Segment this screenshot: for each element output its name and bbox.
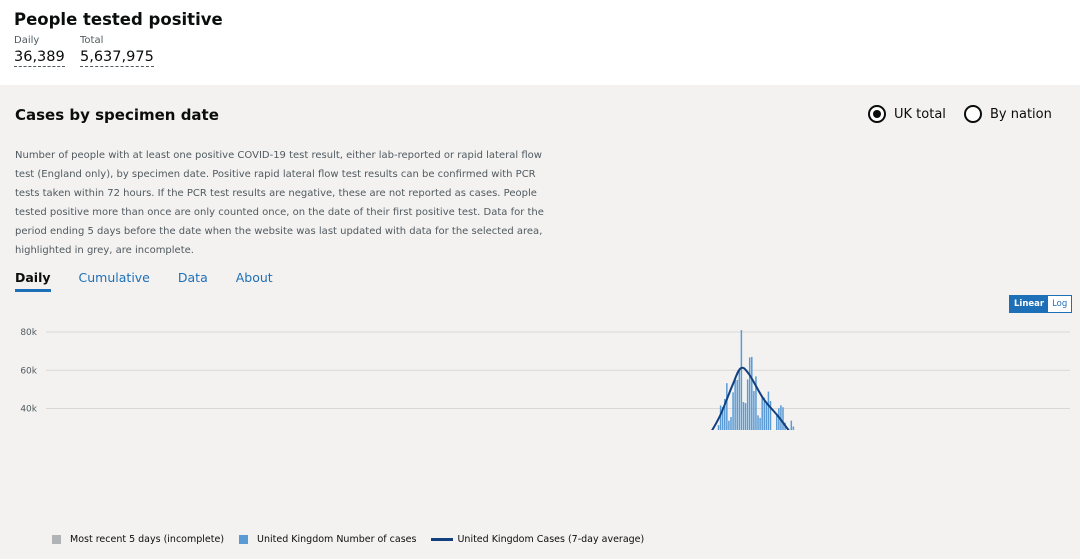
tab-data[interactable]: Data bbox=[177, 270, 208, 285]
tab-about[interactable]: About bbox=[235, 270, 273, 285]
legend-cases-label: United Kingdom Number of cases bbox=[257, 534, 417, 545]
daily-case-bar bbox=[728, 420, 730, 430]
daily-case-bar bbox=[732, 392, 734, 430]
scale-toggle: Linear Log bbox=[1009, 295, 1073, 313]
radio-uk-label: UK total bbox=[894, 106, 946, 122]
daily-case-bar bbox=[734, 377, 736, 430]
card-description: Number of people with at least one posit… bbox=[15, 150, 544, 256]
radio-selected-icon[interactable] bbox=[868, 105, 886, 123]
radio-uk-total[interactable]: UK total bbox=[868, 105, 946, 123]
daily-case-bar bbox=[746, 379, 749, 430]
daily-value[interactable]: 36,389 bbox=[14, 49, 65, 67]
daily-case-bar bbox=[776, 415, 778, 430]
daily-case-bar bbox=[736, 379, 738, 430]
daily-case-bar bbox=[761, 396, 763, 430]
cases-chart[interactable]: 020k40k60k80k1 Mar1 May1 Jul1 Sep1 Nov1 … bbox=[0, 235, 1080, 430]
daily-case-bar bbox=[751, 356, 753, 430]
legend-blue-swatch bbox=[239, 535, 249, 544]
daily-case-bar bbox=[742, 402, 745, 430]
daily-case-bar bbox=[753, 391, 755, 430]
daily-case-bar bbox=[765, 403, 768, 430]
daily-case-bar bbox=[778, 408, 780, 430]
daily-case-bar bbox=[780, 405, 782, 430]
y-tick-label: 40k bbox=[20, 405, 37, 415]
daily-case-bar bbox=[782, 407, 784, 430]
daily-case-bar bbox=[769, 401, 772, 430]
daily-case-bar bbox=[744, 403, 747, 430]
headline-panel: People tested positive Daily 36,389 Tota… bbox=[0, 0, 1080, 85]
chart-legend: Most recent 5 days (incomplete) United K… bbox=[52, 534, 659, 545]
total-label: Total bbox=[80, 35, 104, 46]
seven-day-average-line bbox=[711, 366, 790, 430]
daily-case-bar bbox=[740, 330, 743, 430]
daily-case-bar bbox=[726, 383, 728, 430]
legend-average: United Kingdom Cases (7-day average) bbox=[431, 534, 644, 545]
y-tick-label: 80k bbox=[20, 328, 37, 338]
daily-case-bar bbox=[792, 426, 795, 430]
cases-card: Cases by specimen date UK total By natio… bbox=[0, 85, 1080, 559]
tab-daily[interactable]: Daily bbox=[15, 270, 51, 292]
y-tick-label: 60k bbox=[20, 366, 37, 376]
tab-bar: Daily Cumulative Data About bbox=[15, 270, 301, 292]
daily-case-bar bbox=[763, 397, 766, 430]
daily-case-bar bbox=[755, 376, 757, 430]
legend-incomplete-label: Most recent 5 days (incomplete) bbox=[70, 534, 225, 545]
daily-case-bar bbox=[721, 407, 724, 430]
legend-cases: United Kingdom Number of cases bbox=[239, 534, 416, 545]
radio-nation-label: By nation bbox=[990, 106, 1052, 122]
card-title: Cases by specimen date bbox=[15, 106, 219, 124]
legend-incomplete: Most recent 5 days (incomplete) bbox=[52, 534, 224, 545]
daily-case-bar bbox=[730, 417, 732, 430]
legend-grey-swatch bbox=[52, 535, 61, 544]
daily-case-bar bbox=[724, 398, 726, 430]
radio-unselected-icon[interactable] bbox=[964, 105, 982, 123]
radio-by-nation[interactable]: By nation bbox=[964, 105, 1052, 123]
daily-case-bar bbox=[790, 420, 793, 430]
tab-cumulative[interactable]: Cumulative bbox=[78, 270, 150, 285]
daily-case-bar bbox=[767, 391, 770, 430]
daily-stat: Daily 36,389 bbox=[14, 35, 65, 67]
daily-case-bar bbox=[738, 369, 741, 430]
legend-line-swatch bbox=[431, 538, 454, 541]
daily-label: Daily bbox=[14, 35, 40, 46]
daily-case-bar bbox=[717, 425, 720, 430]
daily-case-bar bbox=[719, 405, 722, 430]
legend-average-label: United Kingdom Cases (7-day average) bbox=[457, 534, 645, 545]
linear-button[interactable]: Linear bbox=[1010, 296, 1049, 312]
total-value[interactable]: 5,637,975 bbox=[80, 49, 154, 67]
daily-case-bar bbox=[748, 357, 751, 430]
headline-title: People tested positive bbox=[14, 10, 223, 29]
log-button[interactable]: Log bbox=[1048, 296, 1072, 312]
total-stat: Total 5,637,975 bbox=[80, 35, 154, 67]
daily-case-bar bbox=[757, 415, 759, 430]
daily-case-bar bbox=[759, 417, 761, 430]
